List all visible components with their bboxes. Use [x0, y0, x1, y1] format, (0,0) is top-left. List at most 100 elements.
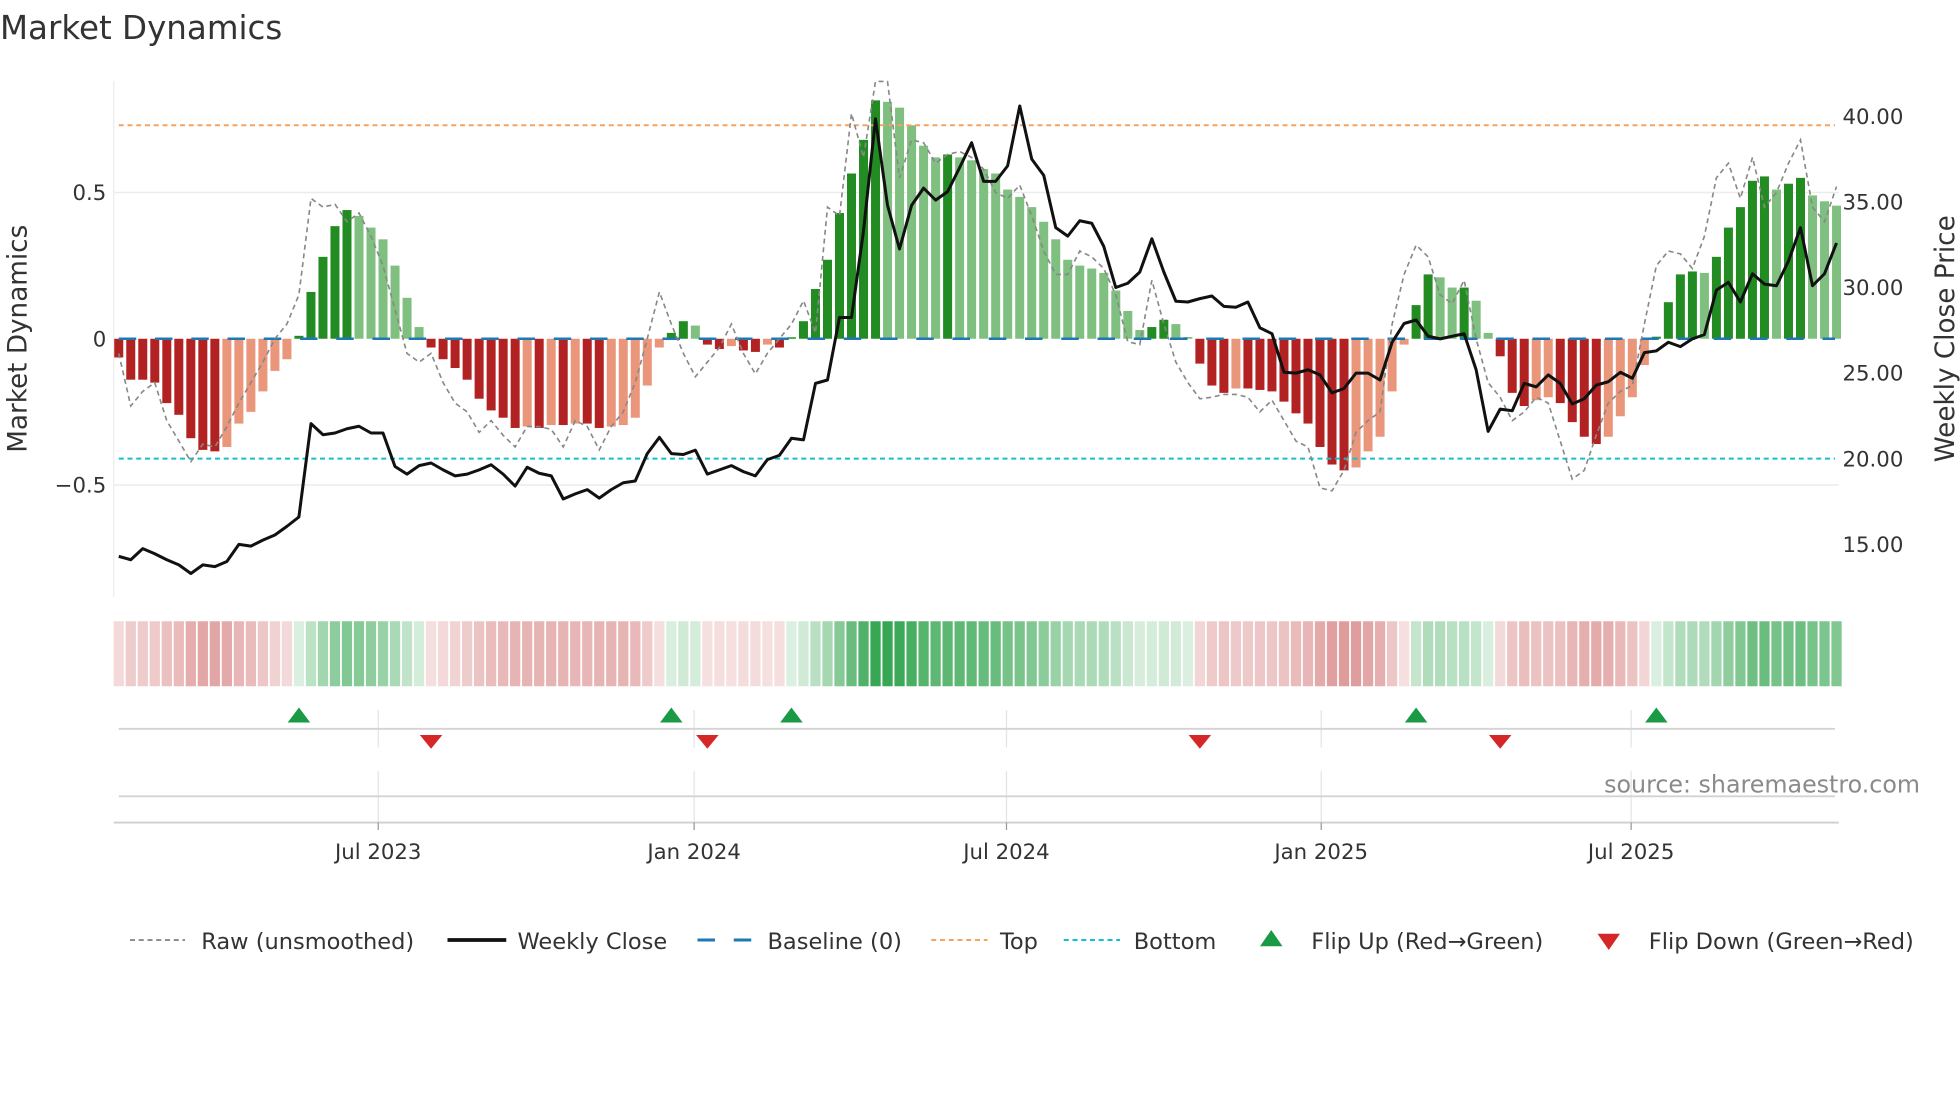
- y2-tick-label: 15.00: [1843, 533, 1904, 558]
- bar: [1471, 300, 1481, 339]
- bar: [390, 265, 400, 339]
- heatmap-cell: [1278, 621, 1290, 687]
- heatmap-cell: [1519, 621, 1530, 687]
- heatmap-cell: [1723, 621, 1734, 687]
- heatmap-cell: [702, 621, 713, 687]
- heatmap-cell: [1422, 621, 1434, 687]
- heatmap-cell: [377, 621, 389, 687]
- legend-label: Flip Down (Green→Red): [1649, 929, 1914, 955]
- legend-label: Top: [999, 929, 1038, 955]
- heatmap-cell: [990, 621, 1001, 687]
- legend-label: Raw (unsmoothed): [201, 929, 414, 955]
- bar: [1051, 239, 1061, 339]
- heatmap-cell: [1290, 621, 1302, 687]
- bar: [1579, 338, 1589, 437]
- heatmap-cell: [1459, 621, 1470, 687]
- bar: [1099, 272, 1109, 339]
- heatmap-cell: [810, 621, 821, 687]
- heatmap-cell: [1386, 621, 1398, 687]
- bar: [1687, 271, 1697, 339]
- bar: [510, 338, 520, 428]
- bar: [991, 173, 1001, 339]
- heatmap-cell: [954, 621, 965, 687]
- x-tick-label: Jan 2025: [1272, 840, 1368, 865]
- flip-down-marker: [696, 735, 719, 749]
- heatmap-cell: [1675, 621, 1686, 687]
- bar: [883, 101, 893, 339]
- heatmap-cell: [137, 621, 148, 687]
- heatmap-cell: [197, 621, 208, 687]
- bar: [582, 338, 592, 424]
- y-axis-title: Market Dynamics: [3, 225, 33, 453]
- bar: [606, 338, 616, 427]
- bar: [786, 337, 796, 339]
- bar: [1735, 207, 1745, 339]
- heatmap-cell: [498, 621, 509, 687]
- heatmap-cell: [1362, 621, 1374, 687]
- heatmap-cell: [305, 621, 317, 687]
- axes: 0.5 0 −0.5 40.00 35.00 30.00 25.00 20.00 15.00 Ju…: [55, 105, 1904, 865]
- bar: [1423, 274, 1433, 339]
- bar: [162, 338, 172, 404]
- bar: [1808, 195, 1818, 339]
- bar: [1147, 327, 1157, 339]
- y2-tick-label: 35.00: [1843, 190, 1904, 215]
- heatmap-cell: [1483, 621, 1494, 687]
- bar: [979, 169, 989, 339]
- legend-item-close: Weekly Close: [447, 929, 667, 955]
- bar: [1303, 338, 1313, 424]
- bar: [835, 212, 844, 339]
- heatmap-cell: [1495, 621, 1506, 687]
- bar: [1771, 189, 1781, 339]
- bar: [1495, 338, 1505, 357]
- heatmap-cell: [558, 621, 569, 687]
- heatmap-cell: [1711, 621, 1722, 687]
- heatmap-cell: [714, 621, 725, 687]
- flip-down-marker: [1488, 735, 1512, 749]
- heatmap-cell: [1098, 621, 1109, 687]
- bar: [1483, 332, 1493, 339]
- bar: [895, 107, 905, 339]
- heatmap-cell: [942, 621, 953, 687]
- bar: [462, 338, 472, 380]
- heatmap-cell: [1543, 621, 1554, 687]
- heatmap-cell: [1771, 621, 1782, 687]
- bar: [642, 338, 652, 386]
- x-tick-label: Jan 2024: [645, 840, 741, 865]
- heatmap-cell: [858, 621, 869, 687]
- heatmap-cell: [906, 621, 917, 687]
- flip-down-marker: [1188, 735, 1212, 749]
- heatmap-cell: [666, 621, 677, 687]
- heatmap-cell: [534, 621, 545, 687]
- heatmap-cell: [1615, 621, 1626, 687]
- bar: [1627, 338, 1637, 398]
- heatmap-cell: [642, 621, 653, 687]
- bar: [1796, 177, 1805, 339]
- heatmap-cell: [1002, 621, 1013, 687]
- heatmap-cell: [1218, 621, 1230, 687]
- heatmap-cell: [1110, 621, 1121, 687]
- heatmap-cell: [1134, 621, 1145, 687]
- heatmap-cell: [1326, 621, 1338, 687]
- bar: [1351, 338, 1361, 468]
- bar: [750, 338, 760, 352]
- bar: [450, 338, 460, 368]
- heatmap-cell: [726, 621, 737, 687]
- legend-label: Flip Up (Red→Green): [1311, 929, 1543, 955]
- y2-tick-label: 25.00: [1843, 362, 1904, 387]
- heatmap-cell: [245, 621, 257, 687]
- heatmap-cell: [738, 621, 749, 687]
- bar: [907, 125, 917, 339]
- heatmap-cell: [486, 621, 497, 687]
- heatmap-cell: [401, 621, 413, 687]
- bar: [438, 338, 448, 360]
- heatmap-cell: [1038, 621, 1049, 687]
- bar: [246, 338, 256, 412]
- bar: [1063, 259, 1073, 339]
- heatmap-cell: [1783, 621, 1794, 687]
- flip-up-marker: [1404, 707, 1428, 723]
- heatmap-cell: [1026, 621, 1037, 687]
- legend-item-flip_up: Flip Up (Red→Green): [1260, 929, 1543, 955]
- heatmap-cell: [1086, 621, 1097, 687]
- bar: [1315, 338, 1325, 447]
